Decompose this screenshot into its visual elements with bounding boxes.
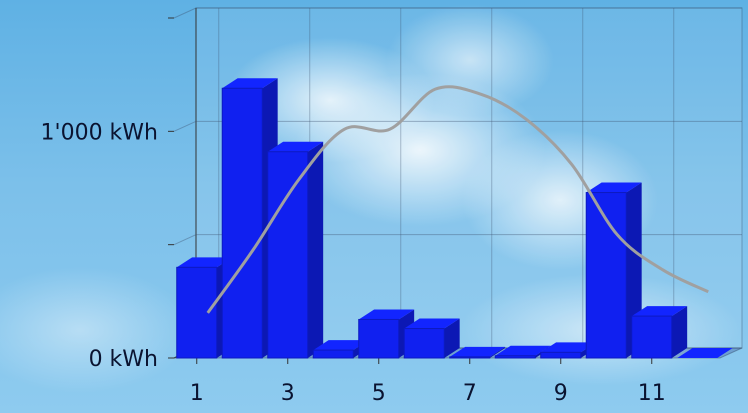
bar-top xyxy=(677,348,733,358)
y-tick-label: 1'000 kWh xyxy=(41,120,158,145)
bar-top xyxy=(358,309,415,320)
bar xyxy=(267,151,309,359)
bar-top xyxy=(404,318,460,329)
x-tick-label: 7 xyxy=(463,381,477,406)
bar-top xyxy=(267,141,324,152)
bar-top xyxy=(586,182,642,193)
bar xyxy=(358,318,400,359)
bar xyxy=(403,328,445,359)
bar-top xyxy=(222,78,278,89)
grid-line xyxy=(173,234,742,246)
bar-top xyxy=(631,306,688,317)
bar-side xyxy=(489,346,506,358)
bar-top xyxy=(176,257,233,268)
y-tick-label: 0 kWh xyxy=(89,347,158,372)
line xyxy=(206,85,709,314)
x-tick-label: 1 xyxy=(190,381,204,406)
bar-top xyxy=(495,345,551,356)
bar-top xyxy=(540,342,597,353)
bar-side xyxy=(307,141,324,358)
bar xyxy=(494,355,536,359)
grid-line xyxy=(173,7,742,19)
x-tick-label: 5 xyxy=(372,381,386,406)
bar xyxy=(540,351,582,359)
bar-side xyxy=(444,318,460,358)
x-tick-label: 11 xyxy=(638,381,666,406)
x-tick-label: 9 xyxy=(554,381,568,406)
bar-top xyxy=(313,340,369,351)
x-tick-label: 3 xyxy=(281,381,295,406)
grid-line xyxy=(173,120,742,132)
bar-side xyxy=(671,306,688,358)
bar xyxy=(312,349,354,359)
bar xyxy=(449,356,491,359)
bar xyxy=(176,266,218,359)
bar-top xyxy=(449,346,506,357)
bar xyxy=(221,87,263,359)
bar xyxy=(631,315,673,359)
